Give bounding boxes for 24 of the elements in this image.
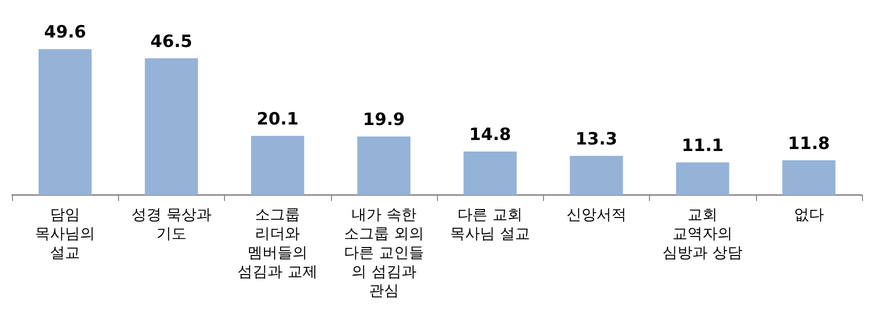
x-tick-label: 없다 [794, 206, 824, 224]
bar [570, 156, 623, 195]
data-label: 14.8 [469, 124, 512, 145]
data-label: 49.6 [44, 22, 86, 43]
x-tick-label: 신앙서적 [566, 206, 626, 224]
bar [251, 136, 304, 195]
x-tick-label: 소그룹 리더와 멤버들의 섬김과 교제 [238, 206, 318, 280]
data-label: 11.1 [682, 136, 724, 156]
data-label: 20.1 [256, 109, 299, 130]
x-tick-label: 내가 속한 소그룹 외의 다른 교인들 의 섬김과 관심 [344, 206, 424, 300]
bar [676, 162, 730, 195]
bar [38, 49, 92, 195]
data-label: 46.5 [150, 32, 192, 52]
x-tick-label: 담임 목사님의 설교 [35, 206, 96, 262]
x-tick-label: 다른 교회 목사님 설교 [450, 206, 530, 242]
data-label: 11.8 [788, 134, 830, 154]
bar [357, 136, 410, 195]
data-label: 13.3 [575, 129, 618, 150]
bar [144, 58, 198, 195]
bar [464, 151, 517, 195]
bar [782, 160, 836, 195]
data-label: 19.9 [362, 110, 405, 130]
x-tick-label: 성경 묵상과 기도 [131, 206, 212, 242]
x-tick-label: 교회 교역자의 심방과 상담 [662, 206, 743, 262]
